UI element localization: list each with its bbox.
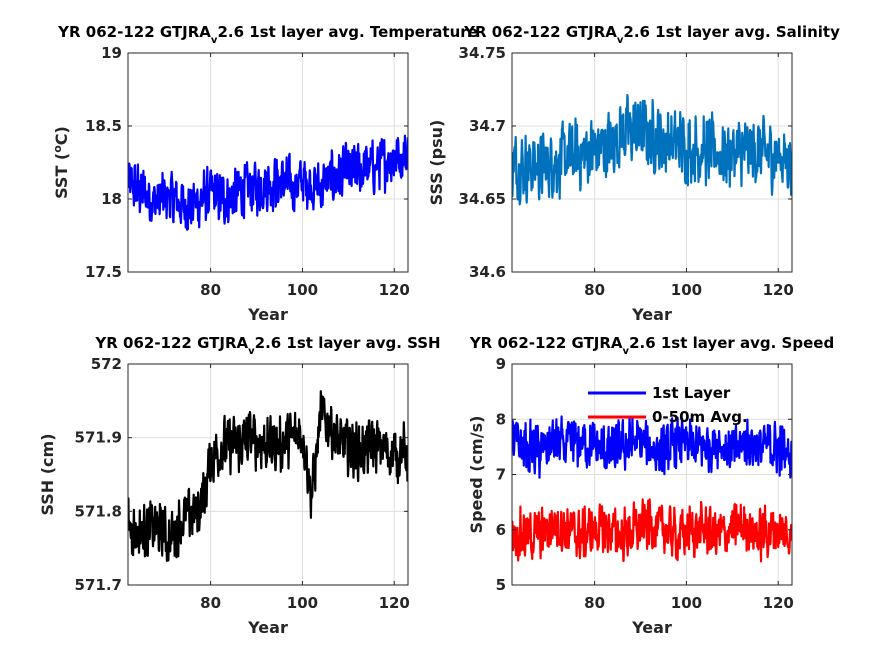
y-tick-label: 9 <box>496 355 506 373</box>
x-tick-label: 120 <box>763 594 794 612</box>
y-tick-label: 17.5 <box>85 263 122 281</box>
x-tick-label: 100 <box>287 594 318 612</box>
series-group <box>512 93 792 206</box>
y-axis-label: SSS (psu) <box>427 120 446 206</box>
x-tick-label: 100 <box>287 281 318 299</box>
series-line-1 <box>128 134 408 231</box>
subplot-title: YR 062-122 GTJRAv2.6 1st layer avg. Temp… <box>57 23 478 46</box>
subplot-title: YR 062-122 GTJRAv2.6 1st layer avg. Spee… <box>469 334 834 357</box>
legend-label: 0-50m Avg. <box>652 408 748 426</box>
axes-box <box>127 52 409 273</box>
x-axis-label: Year <box>631 618 672 637</box>
series-group <box>128 134 408 231</box>
y-axis-label: Speed (cm/s) <box>467 416 486 534</box>
x-tick-label: 120 <box>379 281 410 299</box>
y-tick-label: 34.65 <box>459 190 506 208</box>
y-tick-label: 34.6 <box>469 263 506 281</box>
y-tick-label: 571.7 <box>75 576 122 594</box>
y-tick-label: 7 <box>496 466 506 484</box>
axes-background <box>128 53 408 272</box>
axes-box <box>127 363 409 586</box>
series-group <box>128 390 408 562</box>
subplot-3: 80 100 120 571.7 571.8 571.9 572 Year SSH (cm) YR… <box>38 334 441 637</box>
x-axis-label: Year <box>631 305 672 324</box>
y-tick-label: 572 <box>91 355 122 373</box>
series-group <box>512 415 792 563</box>
y-tick-label: 8 <box>496 410 506 428</box>
x-tick-label: 80 <box>200 594 221 612</box>
series-line-1 <box>128 390 408 562</box>
x-tick-label: 80 <box>584 594 605 612</box>
y-tick-label: 5 <box>496 576 506 594</box>
y-tick-label: 571.9 <box>75 429 122 447</box>
x-axis-label: Year <box>247 618 288 637</box>
y-axis-label: SSH (cm) <box>38 433 57 515</box>
x-tick-label: 100 <box>671 281 702 299</box>
subplot-1: 80 100 120 17.5 18 18.5 19 Year SST (oC) YR 062-1… <box>51 23 478 324</box>
x-tick-label: 100 <box>671 594 702 612</box>
subplot-4: 80 100 120 5 6 7 8 9 Year Speed (cm/s) YR 062-122 … <box>467 334 834 637</box>
x-tick-label: 120 <box>379 594 410 612</box>
y-tick-label: 6 <box>496 521 506 539</box>
x-tick-label: 80 <box>584 281 605 299</box>
subplot-title: YR 062-122 GTJRAv2.6 1st layer avg. SSH <box>94 334 440 357</box>
legend: 1st Layer 0-50m Avg. <box>588 384 748 426</box>
series-line-2 <box>512 498 792 563</box>
y-tick-label: 571.8 <box>75 502 122 520</box>
y-tick-label: 18.5 <box>85 117 122 135</box>
axes-box <box>511 52 793 273</box>
y-tick-label: 34.75 <box>459 44 506 62</box>
y-axis-label: SST (oC) <box>51 126 72 199</box>
subplot-2: 80 100 120 34.6 34.65 34.7 34.75 Year SSS (psu) Y… <box>427 23 840 324</box>
series-line-1 <box>512 415 792 479</box>
y-tick-label: 19 <box>101 44 122 62</box>
y-tick-label: 34.7 <box>469 117 506 135</box>
legend-label: 1st Layer <box>652 384 731 402</box>
x-axis-label: Year <box>247 305 288 324</box>
y-tick-label: 18 <box>101 190 122 208</box>
series-line-1 <box>512 93 792 206</box>
x-tick-label: 120 <box>763 281 794 299</box>
x-tick-label: 80 <box>200 281 221 299</box>
subplot-title: YR 062-122 GTJRAv2.6 1st layer avg. Sali… <box>463 23 840 46</box>
